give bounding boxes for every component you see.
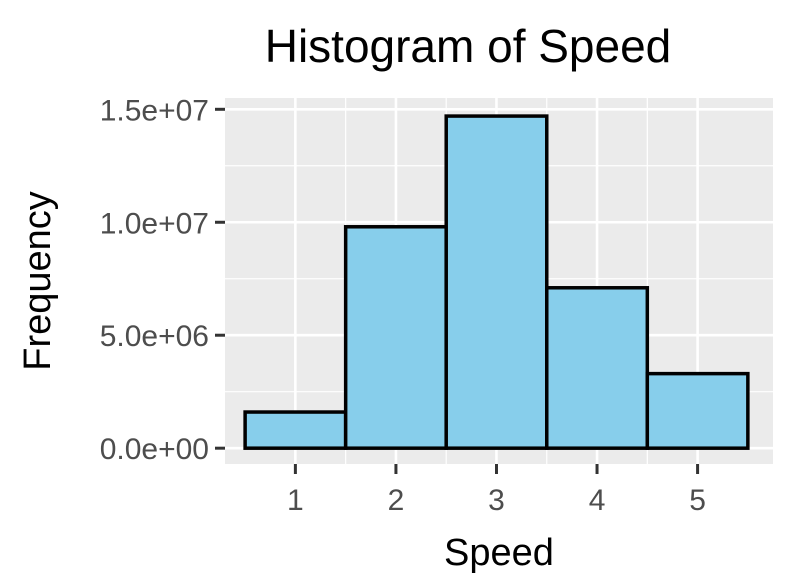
histogram-bar	[444, 114, 549, 450]
x-axis-title: Speed	[444, 532, 554, 574]
histogram-bar	[243, 410, 348, 450]
y-axis: 0.0e+00 5.0e+06 1.0e+07 1.5e+07	[100, 94, 225, 466]
y-tick-label: 1.5e+07	[100, 94, 209, 127]
x-tick-label: 4	[589, 484, 606, 517]
bars	[243, 114, 750, 450]
x-tick-label: 3	[488, 484, 505, 517]
histogram-bar	[343, 225, 448, 450]
chart-title: Histogram of Speed	[265, 20, 672, 72]
x-axis: 1 2 3 4 5	[287, 464, 706, 517]
y-axis-title: Frequency	[17, 191, 59, 371]
x-tick-label: 1	[287, 484, 304, 517]
x-tick-label: 5	[689, 484, 706, 517]
histogram-bar	[645, 371, 750, 450]
x-tick-label: 2	[388, 484, 405, 517]
histogram-bar	[545, 286, 650, 450]
y-tick-label: 0.0e+00	[100, 433, 209, 466]
y-tick-label: 1.0e+07	[100, 207, 209, 240]
y-tick-label: 5.0e+06	[100, 320, 209, 353]
